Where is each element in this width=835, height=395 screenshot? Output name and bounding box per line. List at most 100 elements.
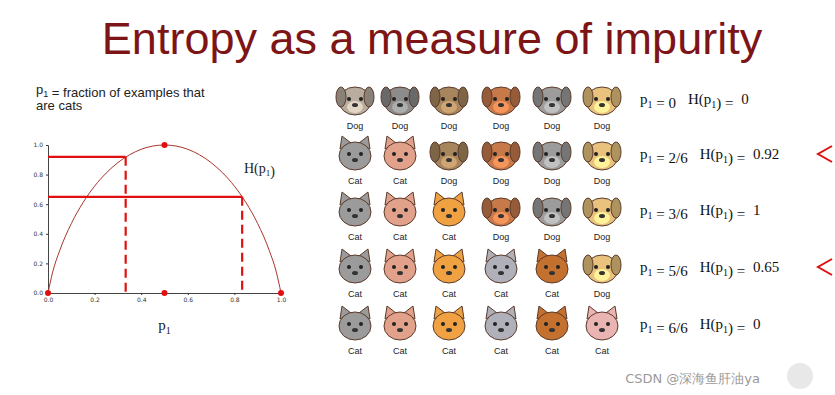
eye [347,265,351,269]
ear [583,255,593,275]
p1-text: p1 = 2/6 [640,146,688,166]
eye [453,322,457,326]
dog-icon [583,87,621,115]
eye [392,208,396,212]
eye [404,97,408,101]
axis-line [46,146,49,294]
eye [392,152,396,156]
animal-label: Cat [545,346,560,356]
animal-label: Dog [544,232,561,242]
cat-icon [586,306,618,340]
entropy-prefix: H(p1) = [688,91,737,112]
eye [505,97,509,101]
dog-icon [533,142,571,170]
face [384,255,416,283]
tick: 1.0 [33,141,48,148]
p1-text: p1 = 0 [640,91,676,111]
text-part: ) [270,164,275,180]
eye [544,152,548,156]
animal-label: Cat [348,176,363,186]
text-part: p [704,91,712,107]
animal-label: Cat [494,289,509,299]
examples-grid: DogDogDogDogDogDogCatCatDogDogDogDogCatC… [336,87,621,356]
text-part: p [640,259,648,275]
tick-label: 0.2 [90,296,100,303]
eye [505,208,509,212]
face [339,142,371,170]
x-axis-label: p1 [158,317,171,336]
nose [446,328,452,332]
ear [482,198,492,218]
animal-label: Dog [493,121,510,131]
nose [352,328,358,332]
face [384,198,416,226]
text-part: p [640,91,648,107]
nose [549,214,555,218]
animal-label: Dog [594,289,611,299]
face [433,255,465,283]
cat-icon [339,306,371,340]
tick: 0.8 [230,293,240,303]
subscript: 1 [166,325,171,336]
tick: 0.2 [33,260,48,267]
eye [606,97,610,101]
ear [510,87,520,107]
muzzle [594,101,610,113]
nose [397,271,403,275]
text-part: ) = [728,206,749,223]
muzzle [392,101,408,113]
animal-label: Dog [493,232,510,242]
cat-icon [485,249,517,283]
ear [583,142,593,162]
animal-label: Dog [594,121,611,131]
muzzle [493,212,509,224]
ear [533,142,543,162]
face [536,312,568,340]
animal-label: Cat [545,289,560,299]
tick-label: 0.8 [33,171,43,178]
eye [359,265,363,269]
dog-icon [583,142,621,170]
eye [594,208,598,212]
eye [544,208,548,212]
ear [533,198,543,218]
dog-icon [583,255,621,283]
muzzle [441,101,457,113]
nose [446,158,452,162]
eye [544,97,548,101]
arrow [818,146,832,162]
ear [561,142,571,162]
ear [458,142,468,162]
nose [599,158,605,162]
ear [583,198,593,218]
nose [599,328,605,332]
ear [611,87,621,107]
entropy-value: 1 [753,202,761,218]
animal-label: Cat [393,289,408,299]
eye [404,208,408,212]
eye [556,208,560,212]
cat-icon [433,192,465,226]
eye [404,322,408,326]
entropy-value: 0.92 [753,146,779,162]
dog-icon [482,87,520,115]
animal-label: Cat [348,232,363,242]
nose [498,271,504,275]
text-part: p [259,161,266,176]
ear [611,255,621,275]
slide: Entropy as a measure of impurityp1 = fra… [0,0,835,395]
animal-label: Cat [348,289,363,299]
nose [397,103,403,107]
eye [453,208,457,212]
dog-icon [583,198,621,226]
animal-label: Dog [441,176,458,186]
eye [594,322,598,326]
eye [606,265,610,269]
plot-area [48,145,281,293]
entropy-value: 0 [753,316,761,332]
text-part: p [640,202,648,218]
muzzle [594,156,610,168]
marked-point [45,290,51,296]
eye [606,208,610,212]
nose [446,271,452,275]
